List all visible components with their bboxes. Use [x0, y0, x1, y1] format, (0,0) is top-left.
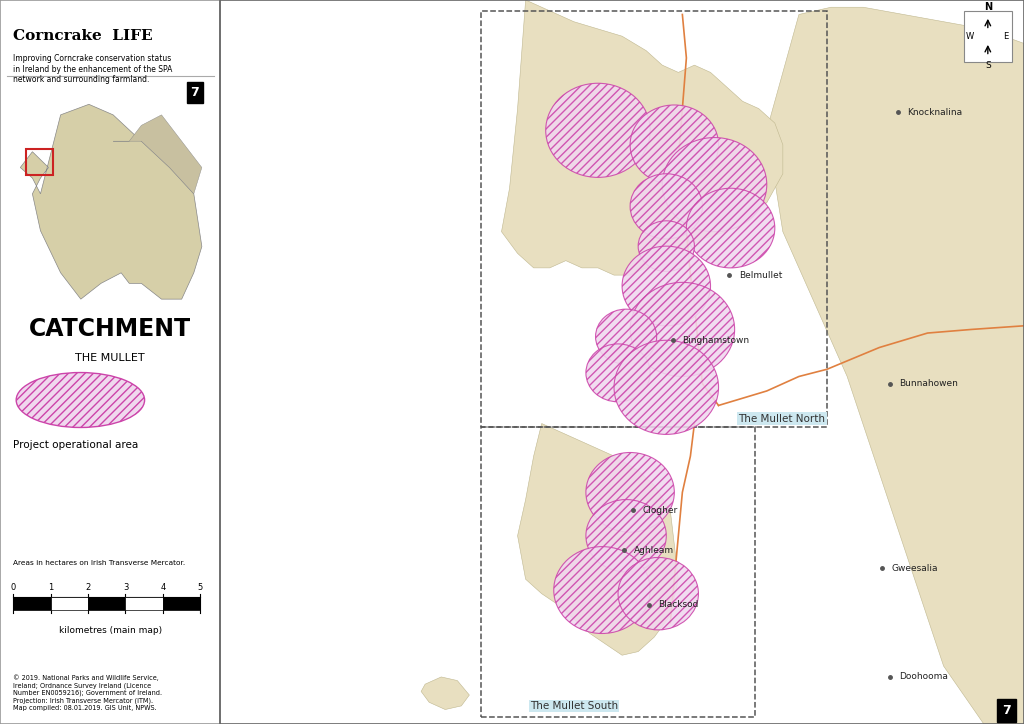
- Text: Aghleam: Aghleam: [634, 546, 674, 555]
- Text: kilometres (main map): kilometres (main map): [58, 626, 162, 634]
- Text: 4: 4: [161, 583, 166, 592]
- Circle shape: [630, 174, 702, 239]
- Text: 5: 5: [198, 583, 203, 592]
- Bar: [481, 427, 755, 717]
- Bar: [163, 597, 201, 610]
- Text: Blacksod: Blacksod: [658, 600, 698, 609]
- Circle shape: [630, 105, 719, 185]
- Circle shape: [618, 557, 698, 630]
- Text: © 2019. National Parks and Wildlife Service,
Ireland; Ordnance Survey Ireland (L: © 2019. National Parks and Wildlife Serv…: [13, 675, 163, 711]
- Text: 1: 1: [48, 583, 53, 592]
- Polygon shape: [517, 424, 678, 655]
- Circle shape: [614, 340, 719, 434]
- FancyBboxPatch shape: [964, 11, 1012, 62]
- Polygon shape: [113, 115, 202, 194]
- Text: THE MULLET: THE MULLET: [76, 353, 144, 363]
- Circle shape: [586, 344, 650, 402]
- Circle shape: [663, 138, 767, 232]
- Polygon shape: [421, 677, 469, 710]
- Text: 0: 0: [10, 583, 15, 592]
- Polygon shape: [767, 7, 1024, 724]
- Circle shape: [596, 309, 656, 364]
- Circle shape: [586, 500, 667, 572]
- Circle shape: [554, 547, 650, 634]
- Circle shape: [623, 246, 711, 326]
- Text: Binghamstown: Binghamstown: [682, 336, 750, 345]
- Polygon shape: [502, 0, 782, 275]
- Text: Knocknalina: Knocknalina: [907, 108, 963, 117]
- Circle shape: [630, 282, 734, 376]
- Bar: [27, 149, 52, 175]
- Text: CATCHMENT: CATCHMENT: [29, 317, 191, 342]
- Bar: [88, 597, 126, 610]
- Text: The Mullet South: The Mullet South: [530, 701, 618, 711]
- Text: S: S: [985, 61, 990, 70]
- Bar: [481, 11, 827, 427]
- Text: 7: 7: [190, 86, 200, 99]
- Bar: [126, 597, 163, 610]
- Text: Clogher: Clogher: [642, 506, 678, 515]
- Text: 7: 7: [1001, 704, 1011, 717]
- Text: Improving Corncrake conservation status
in Ireland by the enhancement of the SPA: Improving Corncrake conservation status …: [13, 54, 173, 84]
- Text: Bunnahowen: Bunnahowen: [899, 379, 958, 388]
- Text: W: W: [966, 32, 974, 41]
- Text: Corncrake  LIFE: Corncrake LIFE: [13, 29, 153, 43]
- Text: Project operational area: Project operational area: [13, 440, 138, 450]
- Text: E: E: [1002, 32, 1009, 41]
- Polygon shape: [20, 104, 202, 299]
- Circle shape: [546, 83, 650, 177]
- Text: Areas in hectares on Irish Transverse Mercator.: Areas in hectares on Irish Transverse Me…: [13, 560, 185, 566]
- Circle shape: [586, 452, 675, 532]
- Bar: [50, 597, 88, 610]
- Circle shape: [638, 221, 694, 272]
- Circle shape: [16, 373, 144, 427]
- Text: The Mullet North: The Mullet North: [738, 413, 825, 424]
- Circle shape: [686, 188, 775, 268]
- Text: 2: 2: [85, 583, 91, 592]
- Bar: [13, 597, 50, 610]
- Text: Gweesalia: Gweesalia: [891, 564, 938, 573]
- Text: 3: 3: [123, 583, 128, 592]
- Text: Belmullet: Belmullet: [738, 271, 782, 279]
- Text: Doohooma: Doohooma: [899, 673, 948, 681]
- Text: N: N: [984, 1, 992, 12]
